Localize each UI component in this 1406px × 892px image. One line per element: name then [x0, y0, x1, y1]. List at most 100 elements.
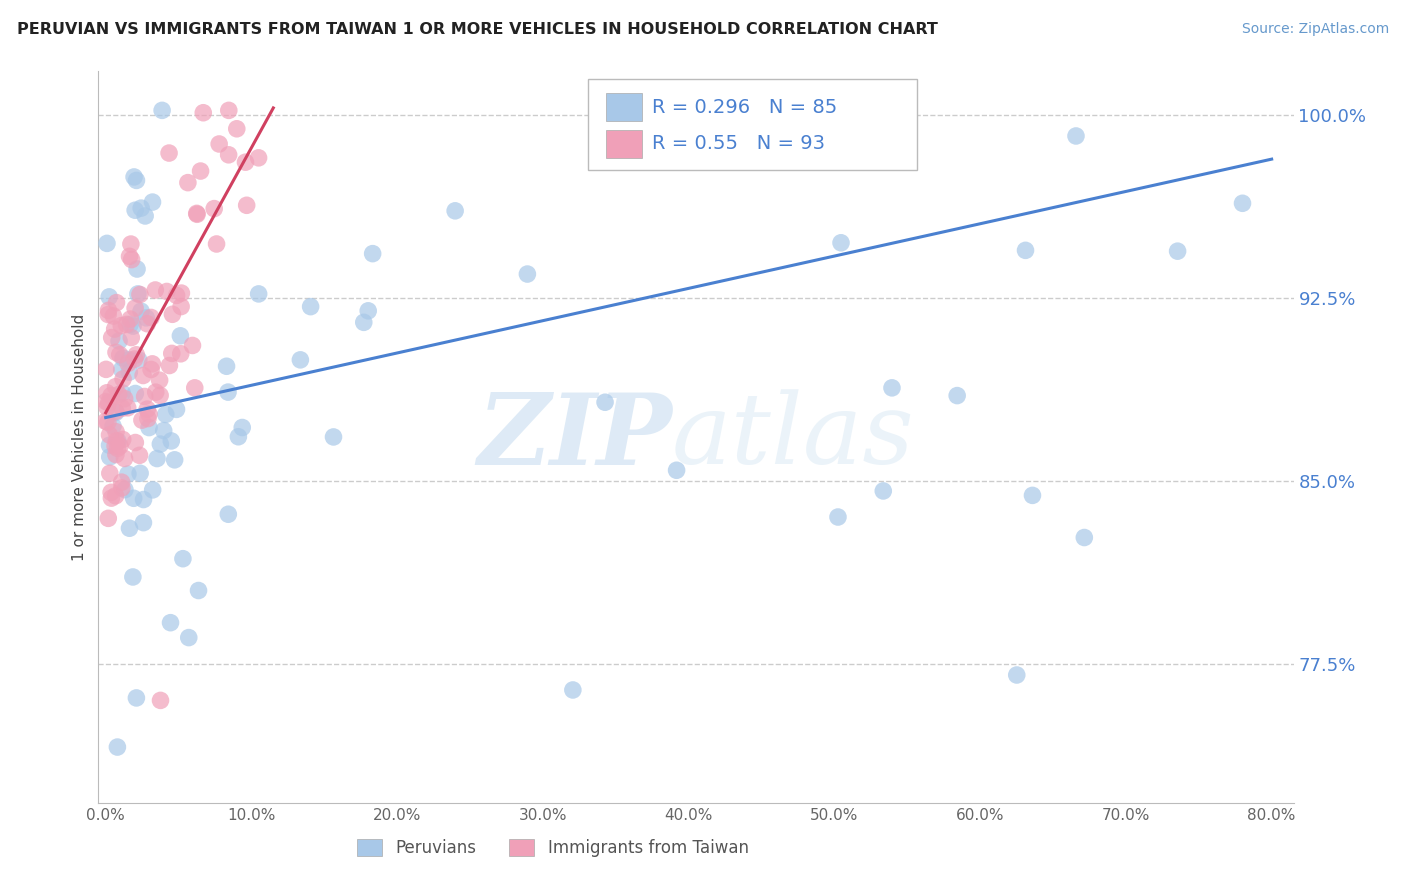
Point — [132, 368, 155, 383]
Point — [125, 173, 148, 187]
Point — [139, 310, 162, 325]
Point — [152, 424, 174, 438]
Point — [235, 198, 257, 212]
Point — [94, 394, 117, 409]
Point — [111, 385, 134, 400]
Point — [97, 395, 120, 409]
Point — [361, 246, 384, 260]
Point — [1073, 531, 1095, 545]
Point — [94, 414, 117, 428]
Point — [118, 365, 141, 379]
Point — [114, 392, 136, 406]
Point — [105, 740, 128, 755]
Point — [97, 415, 120, 429]
Point — [218, 103, 240, 118]
Point — [159, 615, 181, 630]
Point — [444, 203, 467, 218]
Point — [104, 380, 127, 394]
Point — [105, 295, 128, 310]
Point — [138, 407, 160, 421]
Point — [215, 359, 238, 374]
Point — [149, 373, 172, 387]
Point — [299, 300, 322, 314]
Point — [117, 467, 139, 481]
Point — [96, 401, 118, 415]
Point — [96, 236, 118, 251]
Point — [231, 420, 253, 434]
Point — [112, 351, 135, 365]
Point — [108, 334, 131, 348]
Point — [124, 386, 146, 401]
Point — [100, 491, 122, 505]
Point — [160, 434, 183, 448]
Point — [157, 146, 180, 161]
Point — [353, 315, 375, 329]
Point — [111, 433, 134, 447]
Point — [157, 359, 180, 373]
Point — [124, 352, 146, 367]
Point — [830, 235, 852, 250]
Point — [110, 318, 132, 333]
Point — [217, 385, 239, 400]
Point — [946, 388, 969, 402]
Point — [172, 551, 194, 566]
Text: R = 0.296   N = 85: R = 0.296 N = 85 — [652, 98, 837, 117]
Point — [120, 312, 142, 326]
Bar — [606, 130, 643, 158]
Point — [125, 690, 148, 705]
Y-axis label: 1 or more Vehicles in Household: 1 or more Vehicles in Household — [72, 313, 87, 561]
Point — [205, 237, 228, 252]
Point — [184, 381, 207, 395]
Point — [97, 303, 120, 318]
Point — [131, 413, 153, 427]
Point — [142, 483, 165, 497]
Point — [107, 387, 129, 401]
Point — [104, 405, 127, 419]
Point — [1232, 196, 1254, 211]
Point — [141, 357, 163, 371]
Point — [160, 346, 183, 360]
Point — [100, 485, 122, 500]
Point — [111, 481, 134, 495]
Point — [94, 362, 117, 376]
Point — [217, 508, 239, 522]
Point — [136, 402, 159, 417]
Point — [112, 372, 135, 386]
Point — [111, 401, 134, 416]
Point — [181, 338, 204, 352]
Point — [122, 169, 145, 184]
Point — [1021, 488, 1043, 502]
Text: ZIP: ZIP — [477, 389, 672, 485]
Point — [155, 408, 177, 422]
Text: PERUVIAN VS IMMIGRANTS FROM TAIWAN 1 OR MORE VEHICLES IN HOUSEHOLD CORRELATION C: PERUVIAN VS IMMIGRANTS FROM TAIWAN 1 OR … — [17, 22, 938, 37]
Point — [117, 356, 139, 370]
Point — [146, 451, 169, 466]
Text: R = 0.55   N = 93: R = 0.55 N = 93 — [652, 135, 825, 153]
Text: Source: ZipAtlas.com: Source: ZipAtlas.com — [1241, 22, 1389, 37]
Point — [1005, 668, 1028, 682]
Point — [134, 389, 156, 403]
Point — [104, 322, 127, 336]
Legend: Peruvians, Immigrants from Taiwan: Peruvians, Immigrants from Taiwan — [350, 832, 755, 864]
Point — [104, 345, 127, 359]
Point — [162, 307, 184, 321]
Point — [827, 510, 849, 524]
Point — [187, 583, 209, 598]
Point — [98, 290, 121, 304]
Point — [1167, 244, 1189, 259]
Point — [124, 435, 146, 450]
Point — [120, 318, 142, 332]
Point — [149, 388, 172, 402]
Point — [101, 419, 124, 434]
Point — [132, 516, 155, 530]
Point — [129, 201, 152, 215]
Point — [122, 319, 145, 334]
Point — [170, 347, 193, 361]
Point — [118, 352, 141, 367]
Point — [235, 155, 257, 169]
Point — [128, 448, 150, 462]
Point — [156, 285, 179, 299]
Point — [118, 249, 141, 263]
Point — [98, 467, 121, 481]
Point — [114, 451, 136, 466]
